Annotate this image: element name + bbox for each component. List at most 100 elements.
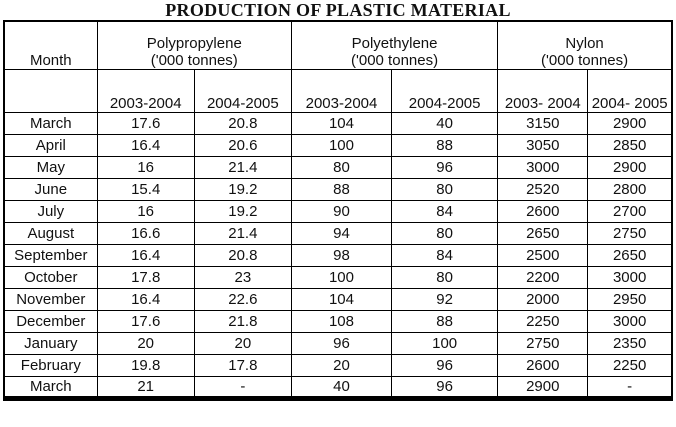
value-cell: 20.6: [193, 133, 292, 157]
table-body: March 17.6 20.8 104 40 3150 2900 April 16.4 20.6 1…: [3, 111, 673, 399]
value-cell: 2600: [497, 199, 589, 223]
year-header-row: 2003-2004 2004-2005 2003-2004 2004-2005 …: [3, 68, 673, 113]
value-cell: 21.8: [193, 309, 292, 333]
table-row: January 20 20 96 100 2750 2350: [3, 331, 673, 355]
value-cell: 84: [391, 243, 499, 267]
table-row: February 19.8 17.8 20 96 2600 2250: [3, 353, 673, 377]
subheader-polypropylene-2004-2005: 2004-2005: [193, 68, 292, 113]
month-cell: March: [3, 375, 98, 399]
value-cell: 2600: [497, 353, 589, 377]
value-cell: 21.4: [193, 155, 292, 179]
group-unit-nylon: ('000 tonnes): [541, 51, 629, 69]
value-cell: 96: [391, 155, 499, 179]
empty-header-cell: [3, 68, 98, 113]
value-cell: 20.8: [193, 243, 292, 267]
value-cell: 100: [290, 133, 393, 157]
group-name-nylon: Nylon: [565, 34, 604, 52]
value-cell: 2000: [497, 287, 589, 311]
value-cell: 2900: [497, 375, 589, 399]
group-header-polyethylene: Polyethylene ('000 tonnes): [290, 20, 499, 70]
month-cell: September: [3, 243, 98, 267]
value-cell: 96: [391, 375, 499, 399]
subheader-polypropylene-2003-2004: 2003-2004: [96, 68, 195, 113]
subheader-polyethylene-2004-2005: 2004-2005: [391, 68, 499, 113]
table-row: March 21-40 96 2900-: [3, 375, 673, 399]
subheader-nylon-2003-2004: 2003- 2004: [497, 68, 589, 113]
value-cell: 16.4: [96, 243, 195, 267]
value-cell: 2650: [587, 243, 673, 267]
table-row: March 17.6 20.8 104 40 3150 2900: [3, 111, 673, 135]
value-cell: 3000: [587, 309, 673, 333]
value-cell: 2500: [497, 243, 589, 267]
value-cell: 20: [290, 353, 393, 377]
value-cell: 23: [193, 265, 292, 289]
value-cell: 2950: [587, 287, 673, 311]
value-cell: 88: [290, 177, 393, 201]
value-cell: 2650: [497, 221, 589, 245]
value-cell: 22.6: [193, 287, 292, 311]
value-cell: 17.6: [96, 309, 195, 333]
value-cell: 19.8: [96, 353, 195, 377]
month-cell: January: [3, 331, 98, 355]
value-cell: 104: [290, 111, 393, 135]
value-cell: 2350: [587, 331, 673, 355]
value-cell: 88: [391, 309, 499, 333]
value-cell: 108: [290, 309, 393, 333]
value-cell: 90: [290, 199, 393, 223]
table-row: July 16 19.2 90 84 2600 2700: [3, 199, 673, 223]
value-cell: 2900: [587, 111, 673, 135]
table-row: April 16.4 20.6 100 88 3050 2850: [3, 133, 673, 157]
value-cell: 17.6: [96, 111, 195, 135]
value-cell: 3000: [497, 155, 589, 179]
value-cell: 2750: [587, 221, 673, 245]
production-table: Month Polypropylene ('000 tonnes) Polyet…: [3, 20, 673, 401]
value-cell: 80: [391, 177, 499, 201]
group-header-row: Month Polypropylene ('000 tonnes) Polyet…: [3, 20, 673, 70]
value-cell: 2250: [497, 309, 589, 333]
value-cell: 17.8: [193, 353, 292, 377]
month-cell: March: [3, 111, 98, 135]
group-header-nylon: Nylon ('000 tonnes): [497, 20, 673, 70]
page-title: PRODUCTION OF PLASTIC MATERIAL: [165, 0, 511, 20]
group-name-polypropylene: Polypropylene: [146, 34, 242, 52]
value-cell: 88: [391, 133, 499, 157]
value-cell: 19.2: [193, 199, 292, 223]
month-cell: August: [3, 221, 98, 245]
value-cell: 21.4: [193, 221, 292, 245]
value-cell: 17.8: [96, 265, 195, 289]
value-cell: 104: [290, 287, 393, 311]
value-cell: 20: [96, 331, 195, 355]
table-row: November 16.4 22.6 104 92 2000 2950: [3, 287, 673, 311]
month-cell: April: [3, 133, 98, 157]
month-cell: December: [3, 309, 98, 333]
subheader-polyethylene-2003-2004: 2003-2004: [290, 68, 393, 113]
table-row: June 15.4 19.2 88 80 2520 2800: [3, 177, 673, 201]
value-cell: 3050: [497, 133, 589, 157]
value-cell: -: [587, 375, 673, 399]
value-cell: 40: [290, 375, 393, 399]
value-cell: 2520: [497, 177, 589, 201]
value-cell: 21: [96, 375, 195, 399]
table-row: October 17.8 23 100 80 2200 3000: [3, 265, 673, 289]
value-cell: 2700: [587, 199, 673, 223]
value-cell: 80: [391, 265, 499, 289]
month-cell: June: [3, 177, 98, 201]
value-cell: 98: [290, 243, 393, 267]
value-cell: 20.8: [193, 111, 292, 135]
value-cell: 100: [391, 331, 499, 355]
month-cell: May: [3, 155, 98, 179]
value-cell: 100: [290, 265, 393, 289]
value-cell: 3150: [497, 111, 589, 135]
value-cell: -: [193, 375, 292, 399]
value-cell: 19.2: [193, 177, 292, 201]
value-cell: 92: [391, 287, 499, 311]
value-cell: 40: [391, 111, 499, 135]
value-cell: 80: [290, 155, 393, 179]
value-cell: 96: [391, 353, 499, 377]
month-cell: November: [3, 287, 98, 311]
value-cell: 15.4: [96, 177, 195, 201]
group-header-polypropylene: Polypropylene ('000 tonnes): [96, 20, 292, 70]
subheader-nylon-2004-2005: 2004- 2005: [587, 68, 673, 113]
value-cell: 2250: [587, 353, 673, 377]
value-cell: 16: [96, 155, 195, 179]
